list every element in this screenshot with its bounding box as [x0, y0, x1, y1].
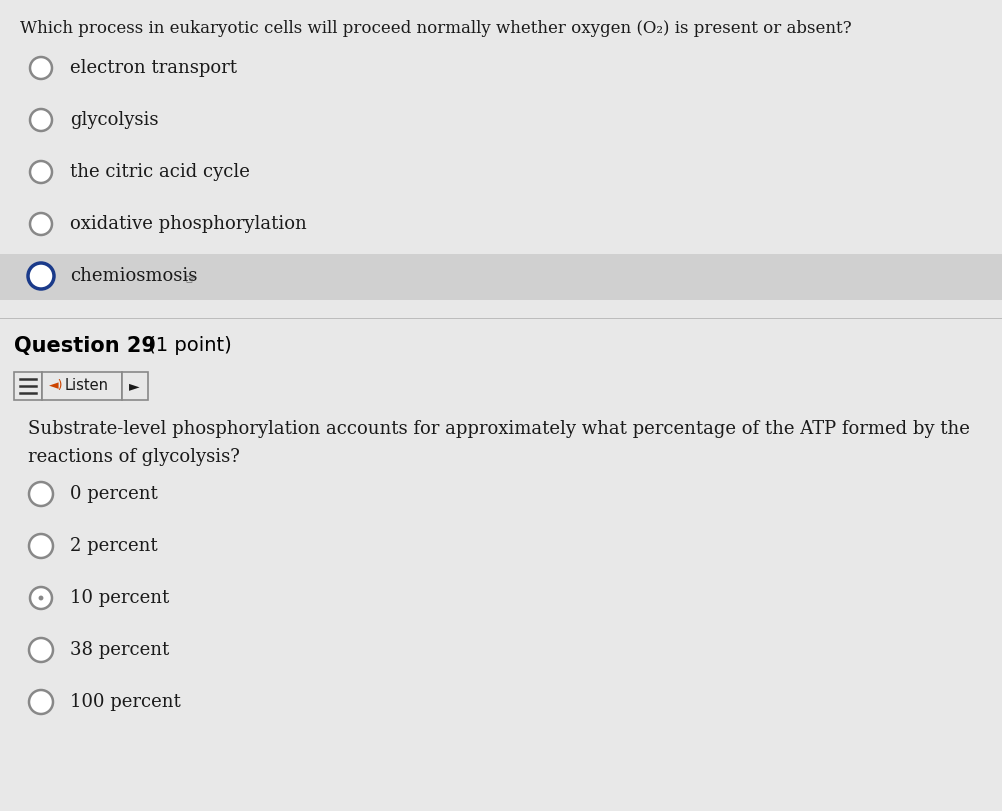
Text: Listen: Listen: [65, 379, 109, 393]
Text: Substrate-level phosphorylation accounts for approximately what percentage of th: Substrate-level phosphorylation accounts…: [28, 420, 970, 438]
Circle shape: [30, 213, 52, 235]
Text: electron transport: electron transport: [70, 59, 237, 77]
Text: 38 percent: 38 percent: [70, 641, 169, 659]
Text: oxidative phosphorylation: oxidative phosphorylation: [70, 215, 307, 233]
Text: 100 percent: 100 percent: [70, 693, 180, 711]
Circle shape: [30, 587, 52, 609]
FancyBboxPatch shape: [0, 254, 1002, 300]
Circle shape: [39, 595, 43, 600]
Text: (1 point): (1 point): [142, 336, 231, 355]
Circle shape: [29, 534, 53, 558]
Circle shape: [29, 690, 53, 714]
Text: ◄): ◄): [49, 380, 63, 393]
Circle shape: [30, 57, 52, 79]
FancyBboxPatch shape: [42, 372, 122, 400]
Text: Which process in eukaryotic cells will proceed normally whether oxygen (O₂) is p: Which process in eukaryotic cells will p…: [20, 20, 852, 37]
Text: ►: ►: [129, 379, 139, 393]
Text: glycolysis: glycolysis: [70, 111, 158, 129]
Text: 10 percent: 10 percent: [70, 589, 169, 607]
Text: chemiosmosis: chemiosmosis: [70, 267, 197, 285]
Circle shape: [29, 638, 53, 662]
Circle shape: [30, 109, 52, 131]
Text: reactions of glycolysis?: reactions of glycolysis?: [28, 448, 239, 466]
Circle shape: [28, 263, 54, 289]
Circle shape: [29, 482, 53, 506]
Text: Question 29: Question 29: [14, 336, 156, 356]
Circle shape: [30, 161, 52, 183]
Text: ☞: ☞: [185, 272, 197, 286]
Text: the citric acid cycle: the citric acid cycle: [70, 163, 249, 181]
FancyBboxPatch shape: [122, 372, 148, 400]
FancyBboxPatch shape: [14, 372, 42, 400]
Text: 2 percent: 2 percent: [70, 537, 157, 555]
Text: 0 percent: 0 percent: [70, 485, 157, 503]
